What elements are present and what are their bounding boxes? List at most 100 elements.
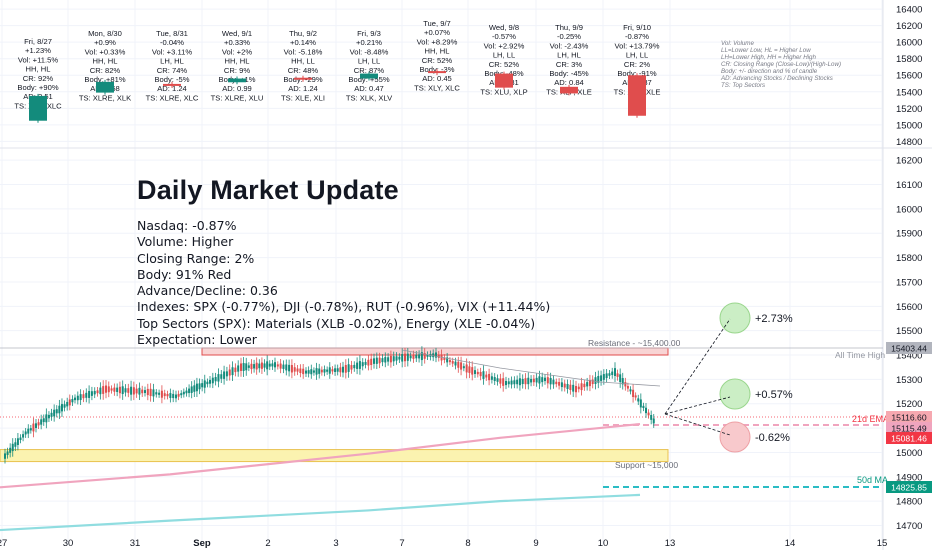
- candle-body: [74, 397, 76, 401]
- candle-body: [637, 398, 640, 402]
- candle-body: [4, 453, 6, 459]
- stats-line: TS: XLRE, XLC: [146, 93, 199, 102]
- candle-body: [245, 363, 248, 371]
- candle-body: [507, 381, 510, 385]
- candle-body: [611, 371, 614, 376]
- candle-body: [350, 365, 353, 370]
- candle-body: [99, 387, 102, 395]
- summary-block: Nasdaq: -0.87% Volume: Higher Closing Ra…: [137, 218, 550, 348]
- projection-path: [664, 413, 731, 436]
- summary-line-indexes: Indexes: SPX (-0.77%), DJI (-0.78%), RUT…: [137, 299, 551, 315]
- stats-line: CR: 2%: [624, 60, 650, 69]
- stats-line: Body: +90%: [17, 83, 58, 92]
- candle-body: [614, 368, 616, 377]
- stats-line: LH, HL: [557, 51, 581, 60]
- candle-body: [370, 358, 373, 366]
- legend-line: AD: Advancing Stocks / Declining Stocks: [720, 75, 833, 82]
- summary-line-body: Body: 91% Red: [137, 266, 232, 282]
- candle-body: [448, 360, 451, 363]
- candle-body: [488, 373, 491, 381]
- candle-body: [591, 379, 594, 385]
- candle-body: [358, 361, 361, 369]
- time-tick-label: 7: [399, 538, 404, 549]
- upper-axis-ticks: 14800 15000 15200 15400 15600 15800 16000 16200…: [896, 5, 922, 148]
- candle-body: [499, 378, 502, 384]
- candle-body: [253, 364, 256, 369]
- time-tick-label: 10: [598, 538, 609, 549]
- stats-line: LH, LL: [626, 51, 648, 60]
- candle-body: [255, 362, 258, 370]
- upper-tick-label: 16000: [896, 38, 922, 49]
- candle-body: [45, 414, 48, 423]
- candle-body: [312, 370, 315, 373]
- candle-body: [24, 431, 27, 435]
- stats-line: Body: -45%: [549, 69, 589, 78]
- candle-body: [228, 369, 231, 376]
- price-tick-label: 15200: [896, 399, 922, 410]
- time-tick-label: Sep: [193, 538, 211, 549]
- candle-body: [217, 374, 220, 382]
- candle-body: [37, 422, 40, 426]
- candle-body: [22, 434, 25, 438]
- candle-body: [116, 387, 119, 392]
- stats-line: TS: XLY, XLC: [414, 83, 460, 92]
- ema21-label: 21d EMA: [852, 414, 889, 424]
- candle-body: [231, 367, 234, 376]
- price-tick-label: 15000: [896, 448, 922, 459]
- time-tick-label: 30: [63, 538, 74, 549]
- candle-body: [395, 356, 398, 361]
- title-block: Daily Market Update: [137, 175, 399, 206]
- candle-body: [152, 389, 155, 397]
- candle-body: [624, 382, 627, 387]
- candle-body: [364, 361, 367, 365]
- candle-body: [132, 387, 135, 395]
- upper-tick-label: 16200: [896, 21, 922, 32]
- stats-line: Thu, 9/2: [289, 29, 317, 38]
- candle-body: [203, 380, 206, 388]
- projection-label: +0.57%: [755, 389, 793, 401]
- candle-body: [513, 380, 516, 385]
- candle-body: [182, 391, 185, 395]
- stats-line: Thu, 9/9: [555, 23, 583, 32]
- price-tick-label: 14900: [896, 472, 922, 483]
- candle-body: [530, 378, 533, 383]
- time-tick-label: 14: [785, 538, 796, 549]
- candle-body: [175, 394, 177, 399]
- candle-body: [288, 364, 291, 372]
- candle-body: [457, 361, 460, 368]
- stats-line: CR: 87%: [354, 66, 385, 75]
- stats-line: Vol: -8.48%: [350, 47, 389, 56]
- price-tick-label: 15600: [896, 302, 922, 313]
- projection-circle: [719, 378, 751, 410]
- candle-body: [471, 367, 474, 375]
- summary-line-volume: Volume: Higher: [137, 234, 234, 250]
- candle-body: [326, 369, 329, 372]
- candle-body: [389, 355, 392, 363]
- stats-line: HH, HL: [225, 57, 250, 66]
- candle-body: [502, 378, 505, 386]
- candle-body: [454, 361, 457, 366]
- price-tick-label: 15700: [896, 277, 922, 288]
- candle-body: [629, 389, 632, 392]
- candle-body: [639, 399, 642, 408]
- candle-body: [274, 362, 276, 368]
- ma50-badge-bg: [886, 481, 932, 493]
- candle-body: [392, 356, 395, 362]
- candle-body: [14, 442, 17, 447]
- candle-body: [318, 368, 321, 374]
- upper-tick-label: 14800: [896, 137, 922, 148]
- candle-body: [237, 365, 240, 372]
- candle-body: [446, 357, 449, 363]
- candle-body: [63, 404, 66, 408]
- stats-line: TS: XLRE, XLU: [211, 93, 264, 102]
- candle-body: [437, 354, 440, 358]
- candle-body: [198, 383, 201, 390]
- candle-body: [88, 390, 91, 398]
- candle-body: [435, 352, 437, 358]
- candle-body: [451, 361, 454, 364]
- stats-line: +1.23%: [25, 46, 51, 55]
- candle-body: [401, 354, 404, 362]
- candle-body: [541, 377, 544, 383]
- candle-body: [552, 379, 555, 385]
